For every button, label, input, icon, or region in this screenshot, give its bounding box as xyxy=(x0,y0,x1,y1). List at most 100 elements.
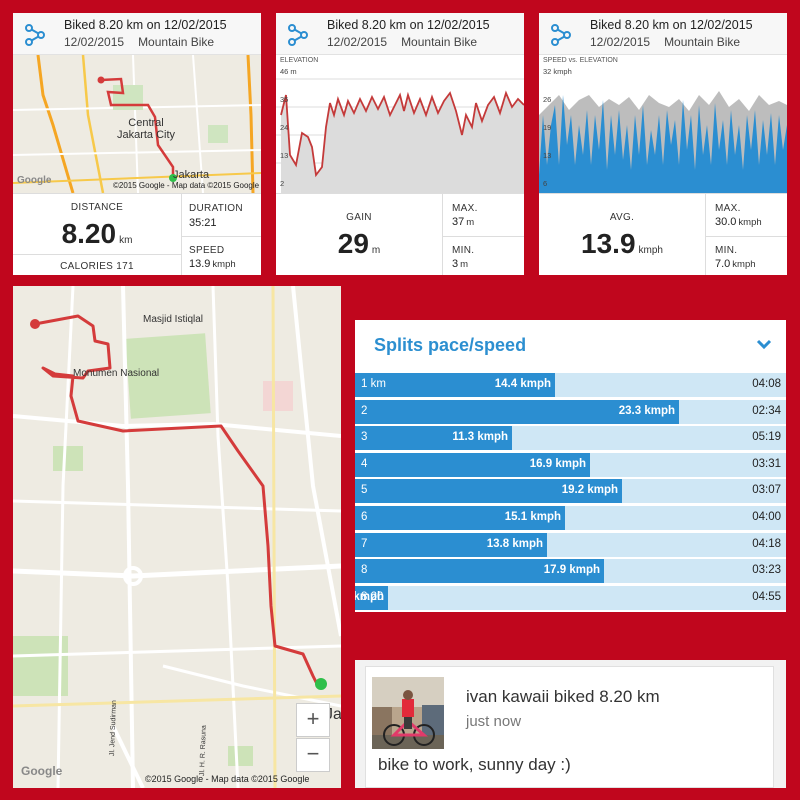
mini-map-roads xyxy=(13,54,261,194)
google-logo: Google xyxy=(21,764,63,778)
split-label: 2 xyxy=(361,404,368,417)
share-icon[interactable] xyxy=(551,24,571,46)
mini-map[interactable]: Central Jakarta City Jakarta Google ©201… xyxy=(13,54,261,194)
stat-divider-h xyxy=(13,254,181,255)
stat-divider xyxy=(181,194,182,275)
split-speed-bar xyxy=(355,585,388,610)
zoom-in-button[interactable]: + xyxy=(296,703,330,737)
gain-unit: m xyxy=(371,245,381,256)
google-logo: Google xyxy=(17,175,52,186)
card-header: Biked 8.20 km on 12/02/2015 12/02/2015 Mo… xyxy=(539,13,787,55)
split-speed: 17.9 kmph xyxy=(543,564,600,577)
split-speed-bar xyxy=(355,373,555,397)
split-row: 2 23.3 kmph 02:34 xyxy=(355,399,786,424)
speed-number: 13.9 xyxy=(189,258,211,270)
map-label-central: Central Jakarta City xyxy=(116,117,176,141)
split-label: 4 xyxy=(361,457,368,470)
split-label: 7 xyxy=(361,537,368,550)
activity-subtitle: 12/02/2015 Mountain Bike xyxy=(590,35,740,49)
route-map-svg xyxy=(13,286,341,788)
activity-subtitle: 12/02/2015 Mountain Bike xyxy=(64,35,214,49)
post-headline: ivan kawaii biked 8.20 km xyxy=(466,687,660,706)
avg-label: AVG. xyxy=(609,212,635,223)
activity-title: Biked 8.20 km on 12/02/2015 xyxy=(327,18,490,32)
speed-chart-svg xyxy=(539,91,787,193)
max-value: 30.0 kmph xyxy=(715,216,762,228)
elev-tick: 46 m xyxy=(280,67,297,76)
elev-tick: 13 xyxy=(280,151,289,160)
min-unit: m xyxy=(460,259,469,270)
split-speed: 16.9 kmph xyxy=(529,457,586,470)
speed-tick: 6 xyxy=(543,179,548,188)
max-value: 37 m xyxy=(452,216,474,228)
speed-unit: kmph xyxy=(212,259,236,270)
speed-label: SPEED xyxy=(189,245,225,256)
split-row: 8 17.9 kmph 03:23 xyxy=(355,559,786,584)
post-comment: bike to work, sunny day :) xyxy=(378,755,571,774)
social-post[interactable]: ivan kawaii biked 8.20 km just now bike … xyxy=(355,660,786,788)
split-time: 04:00 xyxy=(752,511,781,523)
activity-date: 12/02/2015 xyxy=(327,35,388,49)
gain-label: GAIN xyxy=(346,212,372,223)
avg-number: 13.9 xyxy=(581,228,636,259)
split-row: 3 11.3 kmph 05:19 xyxy=(355,426,786,451)
max-number: 37 xyxy=(452,216,465,228)
split-row: 7 13.8 kmph 04:18 xyxy=(355,532,786,557)
gain-value: 29 m xyxy=(276,228,442,260)
stat-divider-h2 xyxy=(181,236,261,237)
distance-value: 8.20 km xyxy=(13,218,181,250)
split-speed: 11.3 kmph xyxy=(452,431,508,444)
split-speed: 15.1 kmph xyxy=(504,511,561,523)
elevation-chart: ELEVATION 46 m 35 24 13 2 xyxy=(276,55,524,193)
activity-date: 12/02/2015 xyxy=(64,35,125,49)
duration-value: 35:21 xyxy=(189,217,217,229)
distance-label: DISTANCE xyxy=(70,202,124,213)
activity-type: Mountain Bike xyxy=(664,35,741,49)
split-time: 04:55 xyxy=(752,590,781,603)
speed-tick: 13 xyxy=(543,151,552,160)
stat-divider-h xyxy=(705,236,787,237)
split-speed: 13.8 kmph xyxy=(486,537,543,550)
min-number: 3 xyxy=(452,258,459,270)
max-label: MAX. xyxy=(452,203,478,214)
split-speed-bar xyxy=(355,426,512,451)
max-unit: kmph xyxy=(738,217,762,228)
zoom-out-button[interactable]: − xyxy=(296,738,330,772)
split-row: 8.202.4 kmph 04:55 xyxy=(355,585,786,610)
activity-card-map[interactable]: Biked 8.20 km on 12/02/2015 12/02/2015 Mo… xyxy=(13,13,261,275)
splits-title: Splits pace/speed xyxy=(374,335,527,355)
split-row: 1 km 14.4 kmph 04:08 xyxy=(355,373,786,397)
split-label: 8 xyxy=(361,564,368,577)
activity-card-elevation[interactable]: Biked 8.20 km on 12/02/2015 12/02/2015 Mo… xyxy=(276,13,524,275)
speed-chart: SPEED vs. ELEVATION 32 kmph 26 19 13 6 xyxy=(539,55,787,193)
min-label: MIN. xyxy=(452,245,475,256)
split-time: 02:34 xyxy=(752,404,781,417)
calories-label: CALORIES xyxy=(60,261,114,272)
avg-value: 13.9 kmph xyxy=(539,228,705,260)
share-icon[interactable] xyxy=(25,24,45,46)
split-time: 03:31 xyxy=(752,457,781,470)
split-speed-bar xyxy=(355,452,590,477)
label-monumen: Monumen Nasional xyxy=(73,368,160,379)
chevron-down-icon[interactable] xyxy=(756,338,772,350)
activity-card-speed[interactable]: Biked 8.20 km on 12/02/2015 12/02/2015 Mo… xyxy=(539,13,787,275)
activity-type: Mountain Bike xyxy=(138,35,215,49)
split-speed: 23.3 kmph xyxy=(618,404,675,417)
speed-tick: 26 xyxy=(543,95,552,104)
split-label: 6 xyxy=(361,511,368,523)
min-unit: kmph xyxy=(732,259,756,270)
distance-unit: km xyxy=(119,235,133,246)
split-label: 8.20 xyxy=(361,590,384,603)
label-masjid: Masjid Istiqlal xyxy=(143,314,204,325)
min-label: MIN. xyxy=(715,245,738,256)
elevation-chart-svg xyxy=(276,78,524,193)
split-label: 5 xyxy=(361,484,368,497)
map-copyright: ©2015 Google - Map data ©2015 Google xyxy=(113,181,260,190)
share-icon[interactable] xyxy=(288,24,308,46)
route-map[interactable]: Masjid Istiqlal Monumen Nasional Jl. Jen… xyxy=(13,286,341,788)
map-label-jakarta: Jakarta xyxy=(173,169,210,181)
max-unit: m xyxy=(466,217,475,228)
stat-divider xyxy=(442,194,443,275)
avatar[interactable] xyxy=(372,677,444,749)
